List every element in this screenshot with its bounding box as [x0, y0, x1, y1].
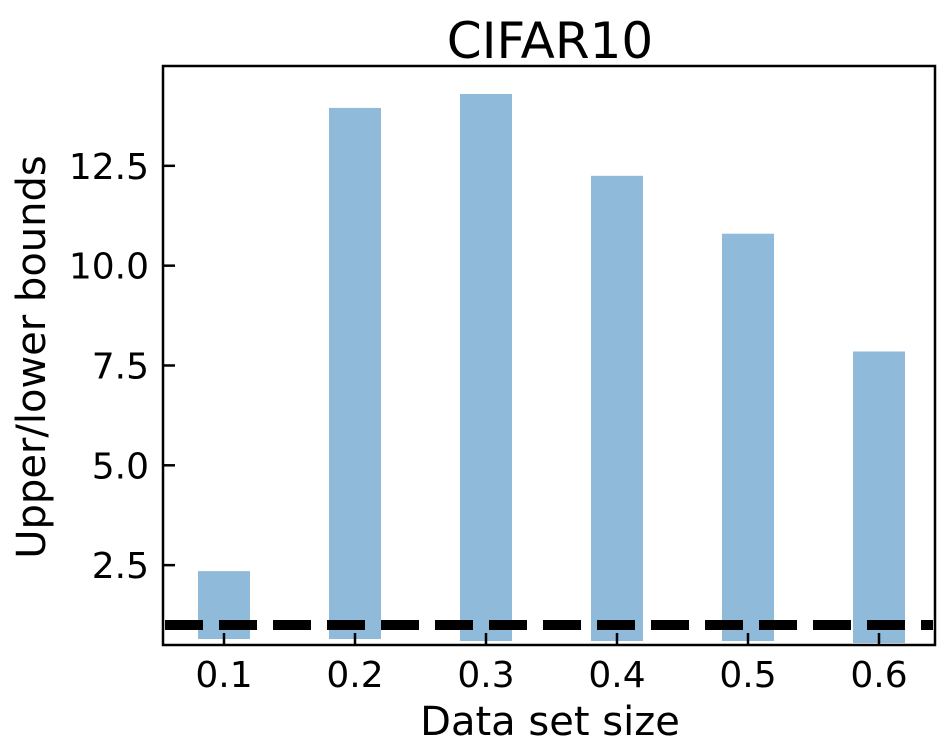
y-axis-label: Upper/lower bounds: [9, 155, 55, 558]
bar-0.4: [591, 175, 643, 642]
bars-group: [198, 93, 905, 644]
x-ticks-group: 0.1 0.2 0.3 0.4 0.5 0.6: [195, 633, 908, 696]
x-tick-label: 0.6: [850, 655, 907, 696]
x-tick-label: 0.2: [326, 655, 383, 696]
bar-0.5: [722, 233, 774, 642]
bar-0.2: [329, 107, 381, 640]
y-tick-label: 10.0: [69, 247, 149, 288]
plot-frame: [161, 64, 937, 647]
x-tick-label: 0.1: [195, 655, 252, 696]
y-ticks-group: 2.5 5.0 7.5 10.0 12.5: [69, 147, 175, 587]
y-tick-label: 7.5: [92, 346, 149, 387]
bar-0.3: [460, 93, 512, 642]
chart-title: CIFAR10: [447, 12, 653, 70]
y-tick-label: 2.5: [92, 546, 149, 587]
y-tick-label: 5.0: [92, 446, 149, 487]
x-axis-label: Data set size: [420, 699, 680, 745]
y-tick-label: 12.5: [69, 147, 149, 188]
bar-0.6: [853, 351, 905, 644]
x-tick-label: 0.5: [719, 655, 776, 696]
x-tick-label: 0.3: [457, 655, 514, 696]
x-tick-label: 0.4: [588, 655, 645, 696]
